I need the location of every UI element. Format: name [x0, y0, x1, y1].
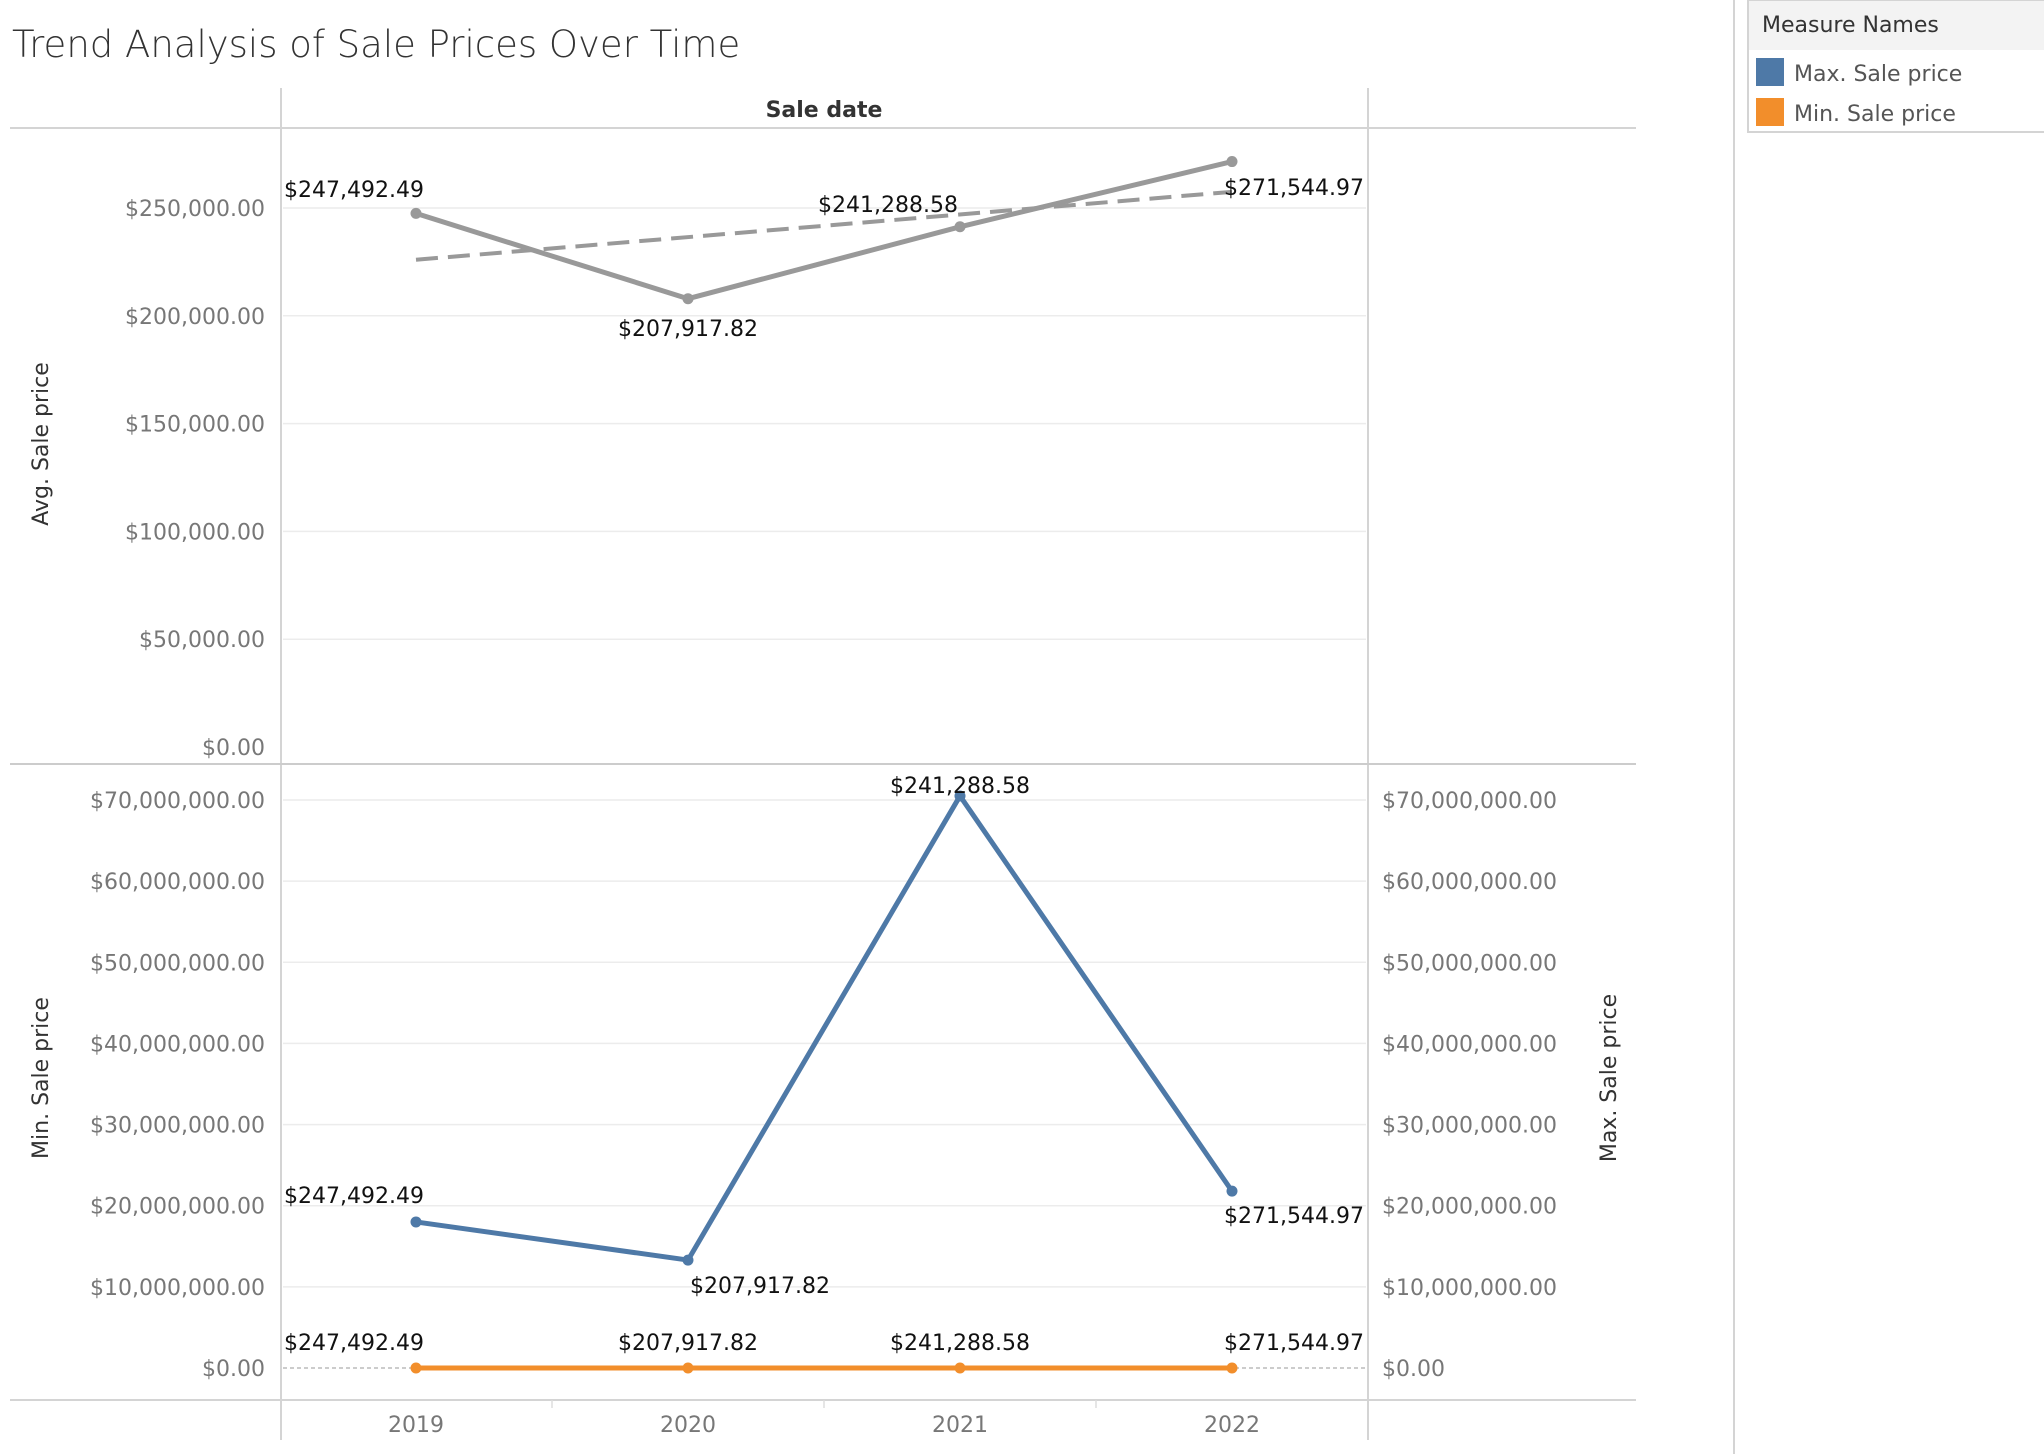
data-labels: $247,492.49 $207,917.82 $241,288.58 $271,54… — [284, 176, 1364, 1356]
data-point — [410, 1216, 422, 1228]
legend-title: Measure Names — [1762, 13, 1939, 38]
y-tick-label-right: $40,000,000.00 — [1382, 1032, 1557, 1057]
x-tick-label: 2021 — [932, 1413, 988, 1438]
x-tick-label: 2019 — [388, 1413, 444, 1438]
y-tick-label-right: $50,000,000.00 — [1382, 951, 1557, 976]
y-tick-label-right: $60,000,000.00 — [1382, 870, 1557, 895]
data-label: $247,492.49 — [284, 1331, 424, 1356]
data-label: $241,288.58 — [890, 774, 1030, 799]
legend-swatch — [1756, 98, 1784, 126]
legend-label: Max. Sale price — [1794, 62, 1962, 87]
legend-label: Min. Sale price — [1794, 102, 1956, 127]
series-line — [415, 159, 1233, 302]
data-point — [682, 1254, 694, 1266]
chart-frame — [10, 0, 1735, 1454]
y-tick-label-right: $20,000,000.00 — [1382, 1195, 1557, 1220]
data-point — [1226, 1362, 1238, 1374]
data-point — [1226, 156, 1238, 168]
data-point — [410, 1362, 422, 1374]
data-label: $247,492.49 — [284, 178, 424, 203]
data-point — [682, 1362, 694, 1374]
y-tick-label: $20,000,000.00 — [90, 1195, 265, 1220]
y-tick-label-right: $70,000,000.00 — [1382, 789, 1557, 814]
x-tick-label: 2022 — [1204, 1413, 1260, 1438]
data-point — [1226, 1185, 1238, 1197]
data-label: $247,492.49 — [284, 1184, 424, 1209]
y-tick-label: $70,000,000.00 — [90, 789, 265, 814]
y-tick-label: $50,000.00 — [139, 628, 265, 653]
data-label: $241,288.58 — [890, 1331, 1030, 1356]
y-tick-label: $60,000,000.00 — [90, 870, 265, 895]
y-tick-label: $50,000,000.00 — [90, 951, 265, 976]
chart-title: Trend Analysis of Sale Prices Over Time — [12, 23, 740, 66]
y-tick-label: $250,000.00 — [125, 197, 265, 222]
y-tick-label: $30,000,000.00 — [90, 1114, 265, 1139]
y-tick-label: $0.00 — [202, 1357, 265, 1382]
series-line — [415, 793, 1235, 1263]
y-tick-label-right: $0.00 — [1382, 1357, 1445, 1382]
data-point — [954, 221, 966, 233]
y-tick-label-right: $30,000,000.00 — [1382, 1114, 1557, 1139]
y-tick-label: $200,000.00 — [125, 305, 265, 330]
y-axis-title: Avg. Sale price — [29, 362, 54, 526]
y-tick-label: $40,000,000.00 — [90, 1032, 265, 1057]
y-axis-title-right: Max. Sale price — [1597, 994, 1622, 1162]
gridlines — [283, 207, 1366, 1369]
series-layer — [410, 156, 1238, 1374]
y-tick-label-right: $10,000,000.00 — [1382, 1276, 1557, 1301]
legend: Measure Names Max. Sale price Min. Sale p… — [1747, 0, 2044, 133]
y-tick-label: $100,000.00 — [125, 520, 265, 545]
y-axis-title: Min. Sale price — [29, 997, 54, 1159]
y-tick-label: $0.00 — [202, 736, 265, 761]
column-header-sale-date: Sale date — [766, 98, 883, 123]
data-label: $207,917.82 — [618, 1331, 758, 1356]
data-label: $207,917.82 — [690, 1274, 830, 1299]
x-tick-label: 2020 — [660, 1413, 716, 1438]
data-label: $271,544.97 — [1224, 1204, 1364, 1229]
y-tick-label: $10,000,000.00 — [90, 1276, 265, 1301]
axes: $0.00 $50,000.00 $100,000.00 $150,000.00 $20… — [29, 197, 1622, 1438]
data-point — [682, 293, 694, 305]
data-label: $271,544.97 — [1224, 1331, 1364, 1356]
data-label: $271,544.97 — [1224, 176, 1364, 201]
trend-line — [415, 189, 1233, 262]
legend-swatch — [1756, 58, 1784, 86]
data-point — [954, 1362, 966, 1374]
y-tick-label: $150,000.00 — [125, 413, 265, 438]
data-point — [410, 207, 422, 219]
data-point — [954, 790, 966, 802]
data-label: $207,917.82 — [618, 317, 758, 342]
data-label: $241,288.58 — [818, 193, 958, 218]
